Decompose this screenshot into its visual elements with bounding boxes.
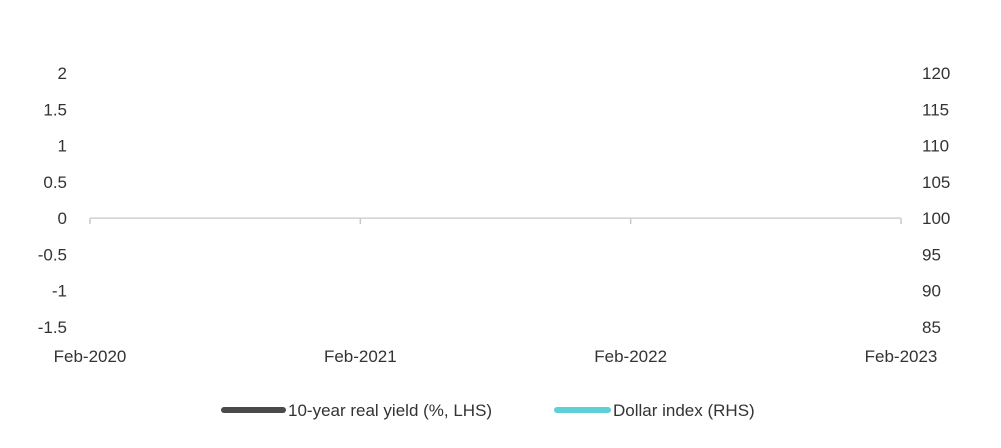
y-left-tick-label: 2 bbox=[58, 64, 67, 83]
y-right-tick-label: 110 bbox=[922, 137, 949, 156]
y-axis-left-ticks: -1.5 -1 -0.5 0 0.5 1 1.5 2 bbox=[38, 64, 67, 337]
x-tick-label: Feb-2022 bbox=[594, 347, 667, 366]
y-left-tick-label: 1 bbox=[58, 137, 67, 156]
y-left-tick-label: 0.5 bbox=[43, 173, 67, 192]
legend: 10-year real yield (%, LHS) Dollar index… bbox=[221, 401, 755, 420]
x-tick-label: Feb-2020 bbox=[54, 347, 127, 366]
y-right-tick-label: 90 bbox=[922, 282, 941, 301]
y-right-tick-label: 100 bbox=[922, 209, 950, 228]
legend-label-real-yield: 10-year real yield (%, LHS) bbox=[288, 401, 492, 420]
y-axis-right-ticks: 85 90 95 100 105 110 115 120 bbox=[922, 64, 950, 337]
y-right-tick-label: 95 bbox=[922, 245, 941, 264]
x-tick-label: Feb-2021 bbox=[324, 347, 397, 366]
y-left-tick-label: 0 bbox=[58, 209, 67, 228]
y-right-tick-label: 105 bbox=[922, 173, 950, 192]
y-right-tick-label: 115 bbox=[922, 100, 949, 119]
y-left-tick-label: -1 bbox=[52, 282, 67, 301]
y-right-tick-label: 85 bbox=[922, 318, 941, 337]
legend-label-dollar-index: Dollar index (RHS) bbox=[613, 401, 755, 420]
y-left-tick-label: -0.5 bbox=[38, 245, 67, 264]
x-axis-ticks: Feb-2020 Feb-2021 Feb-2022 Feb-2023 bbox=[54, 218, 938, 366]
y-left-tick-label: 1.5 bbox=[43, 100, 67, 119]
x-tick-label: Feb-2023 bbox=[865, 347, 938, 366]
y-right-tick-label: 120 bbox=[922, 64, 950, 83]
y-left-tick-label: -1.5 bbox=[38, 318, 67, 337]
